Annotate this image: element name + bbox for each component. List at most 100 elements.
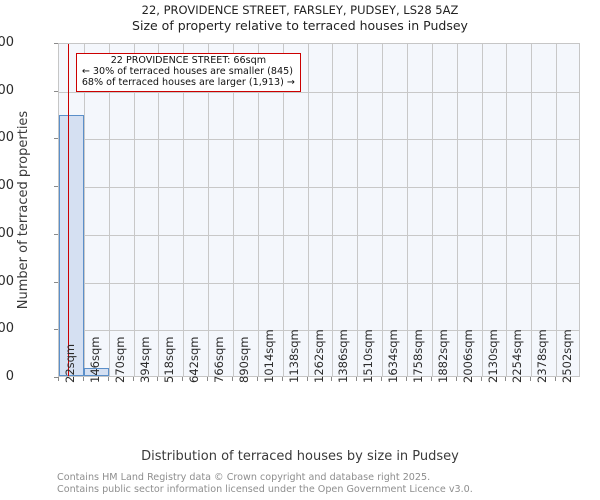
y-axis-tick-label: 3000 [0, 82, 14, 98]
gridline-vertical [506, 44, 508, 376]
gridline-vertical [556, 44, 558, 376]
histogram-bar [59, 115, 84, 376]
gridline-horizontal [59, 91, 579, 93]
y-axis-tick-label: 2000 [0, 178, 14, 194]
x-axis-tick-label: 1882sqm [435, 329, 450, 383]
footer-attribution: Contains HM Land Registry data © Crown c… [57, 472, 597, 495]
x-axis-tick-label: 518sqm [162, 336, 177, 383]
x-axis-tick-label: 2130sqm [485, 329, 500, 383]
x-axis-tick-mark [132, 377, 134, 381]
gridline-vertical [481, 44, 483, 376]
gridline-vertical [108, 44, 110, 376]
gridline-horizontal [59, 187, 579, 189]
gridline-vertical [307, 44, 309, 376]
annotation-line-1: 22 PROVIDENCE STREET: 66sqm [110, 55, 267, 66]
x-axis-tick-label: 394sqm [137, 336, 152, 383]
x-axis-tick-mark [207, 377, 209, 381]
footer-line-1: Contains HM Land Registry data © Crown c… [57, 472, 431, 483]
x-axis-tick-label: 2006sqm [460, 329, 475, 383]
x-axis-tick-mark [430, 377, 432, 381]
x-axis-tick-label: 146sqm [87, 336, 102, 383]
annotation-line-3: 68% of terraced houses are larger (1,913… [81, 76, 295, 88]
gridline-horizontal [59, 330, 579, 332]
x-axis-tick-mark [555, 377, 557, 381]
y-axis-tick-mark [54, 233, 58, 235]
chart-title-block: 22, PROVIDENCE STREET, FARSLEY, PUDSEY, … [0, 3, 600, 34]
gridline-horizontal [59, 139, 579, 141]
x-axis-tick-label: 2254sqm [510, 329, 525, 383]
x-axis-tick-label: 642sqm [187, 336, 202, 383]
x-axis-tick-mark [256, 377, 258, 381]
gridline-vertical [382, 44, 384, 376]
y-axis-label: Number of terraced properties [16, 110, 31, 310]
y-axis-tick-label: 1500 [0, 225, 14, 241]
y-axis-tick-mark [54, 138, 58, 140]
x-axis-tick-mark [58, 377, 59, 381]
chart-title: 22, PROVIDENCE STREET, FARSLEY, PUDSEY, … [141, 3, 459, 17]
x-axis-tick-label: 890sqm [237, 336, 251, 383]
x-axis-tick-label: 766sqm [212, 336, 227, 383]
y-axis-tick-mark [54, 90, 58, 92]
gridline-vertical [158, 44, 160, 376]
x-axis-tick-label: 1386sqm [336, 329, 351, 383]
y-axis-tick-label: 2500 [0, 130, 14, 146]
gridline-horizontal [59, 234, 579, 236]
gridline-vertical [357, 44, 359, 376]
chart-subtitle: Size of property relative to terraced ho… [132, 18, 468, 33]
x-axis-tick-label: 1758sqm [411, 329, 425, 383]
x-axis-tick-label: 1510sqm [361, 329, 376, 383]
gridline-vertical [531, 44, 533, 376]
gridline-vertical [183, 44, 185, 376]
y-axis-tick-label: 1000 [0, 273, 14, 289]
annotation-box: 22 PROVIDENCE STREET: 66sqm ← 30% of ter… [75, 53, 301, 93]
y-axis-tick-label: 500 [0, 321, 14, 337]
gridline-vertical [456, 44, 458, 376]
x-axis-tick-mark [406, 377, 407, 381]
gridline-vertical [407, 44, 408, 376]
gridline-vertical [83, 44, 85, 376]
x-axis-tick-label: 1262sqm [311, 329, 326, 383]
gridline-vertical [133, 44, 135, 376]
gridline-vertical [431, 44, 433, 376]
x-axis-tick-label: 1138sqm [286, 329, 301, 383]
y-axis-tick-label: 0 [5, 369, 14, 384]
y-axis-tick-mark [54, 281, 58, 283]
x-axis-tick-mark [107, 377, 109, 381]
x-axis-tick-mark [356, 377, 358, 381]
x-axis-tick-mark [182, 377, 184, 381]
gridline-vertical [282, 44, 284, 376]
footer-line-2: Contains public sector information licen… [57, 483, 473, 495]
x-axis-tick-mark [281, 377, 283, 381]
y-axis-tick-mark [54, 329, 58, 331]
gridline-vertical [257, 44, 259, 376]
plot-area: 22 PROVIDENCE STREET: 66sqm ← 30% of ter… [58, 43, 580, 377]
gridline-vertical [233, 44, 234, 376]
property-size-marker-line [67, 44, 70, 376]
x-axis-tick-mark [306, 377, 308, 381]
y-axis-tick-label: 3500 [0, 35, 14, 50]
x-axis-tick-mark [157, 377, 159, 381]
y-axis-tick-mark [54, 43, 58, 44]
x-axis-tick-label: 22sqm [63, 343, 77, 383]
x-axis-tick-label: 270sqm [112, 336, 127, 383]
x-axis-tick-mark [530, 377, 532, 381]
y-axis-tick-mark [54, 186, 58, 188]
x-axis-label: Distribution of terraced houses by size … [141, 449, 459, 464]
y-axis-tick-mark [54, 377, 58, 378]
x-axis-tick-mark [82, 377, 84, 381]
gridline-vertical [208, 44, 210, 376]
x-axis-tick-mark [455, 377, 457, 381]
x-axis-tick-label: 1634sqm [386, 329, 401, 383]
x-axis-tick-mark [381, 377, 383, 381]
x-axis-tick-label: 1014sqm [261, 329, 276, 383]
x-axis-tick-mark [480, 377, 482, 381]
annotation-line-2: ← 30% of terraced houses are smaller (84… [81, 65, 293, 77]
gridline-horizontal [59, 282, 579, 284]
x-axis-tick-mark [331, 377, 333, 381]
x-axis-tick-label: 2378sqm [535, 329, 550, 383]
x-axis-tick-label: 2502sqm [560, 329, 575, 383]
x-axis-tick-mark [232, 377, 233, 381]
gridline-vertical [332, 44, 334, 376]
histogram-bar [83, 367, 109, 376]
